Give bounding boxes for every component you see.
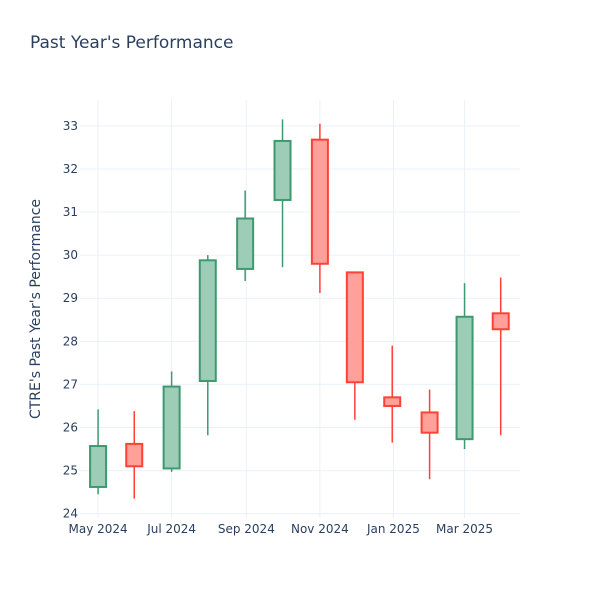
x-tick-label: Nov 2024: [291, 522, 349, 536]
y-tick-label: 32: [63, 162, 78, 176]
candle-body: [491, 312, 510, 331]
candle-increasing: [273, 119, 292, 268]
y-tick-label: 31: [63, 205, 78, 219]
candle-decreasing: [420, 389, 439, 480]
y-tick-label: 30: [63, 248, 78, 262]
x-tick-label: Sep 2024: [218, 522, 275, 536]
y-tick-label: 28: [63, 334, 78, 348]
candle-body: [125, 442, 144, 468]
candle-body: [89, 445, 108, 488]
y-tick-label: 27: [63, 377, 78, 391]
y-tick-label: 26: [63, 421, 78, 435]
candles: [89, 119, 510, 499]
y-tick-label: 24: [63, 507, 78, 521]
candle-body: [345, 271, 364, 384]
candle-body: [198, 259, 217, 382]
candle-decreasing: [125, 411, 144, 499]
candle-decreasing: [345, 271, 364, 420]
candle-body: [310, 138, 329, 265]
candle-body: [236, 217, 255, 270]
y-tick-label: 25: [63, 464, 78, 478]
x-tick-label: Jul 2024: [146, 522, 196, 536]
candle-decreasing: [383, 345, 402, 443]
x-axis-ticks: May 2024 Jul 2024 Sep 2024 Nov 2024 Jan 2025…: [68, 522, 493, 536]
candle-increasing: [89, 409, 108, 495]
y-axis-ticks: 24 25 26 27 28 29 30 31 32 33: [63, 119, 78, 521]
x-tick-label: Mar 2025: [436, 522, 493, 536]
chart-title: Past Year's Performance: [30, 33, 234, 53]
candle-increasing: [236, 190, 255, 281]
x-tick-label: Jan 2025: [366, 522, 420, 536]
candle-increasing: [455, 283, 474, 450]
candle-body: [420, 411, 439, 434]
candle-body: [273, 139, 292, 201]
candle-decreasing: [491, 277, 510, 436]
grid: [80, 100, 520, 518]
y-axis-title: CTRE's Past Year's Performance: [28, 199, 44, 419]
candle-increasing: [198, 255, 217, 436]
candle-body: [455, 315, 474, 441]
y-tick-label: 29: [63, 291, 78, 305]
candle-body: [383, 396, 402, 407]
candle-body: [162, 385, 181, 470]
candle-decreasing: [310, 123, 329, 294]
candle-increasing: [162, 371, 181, 472]
x-tick-label: May 2024: [68, 522, 127, 536]
y-tick-label: 33: [63, 119, 78, 133]
